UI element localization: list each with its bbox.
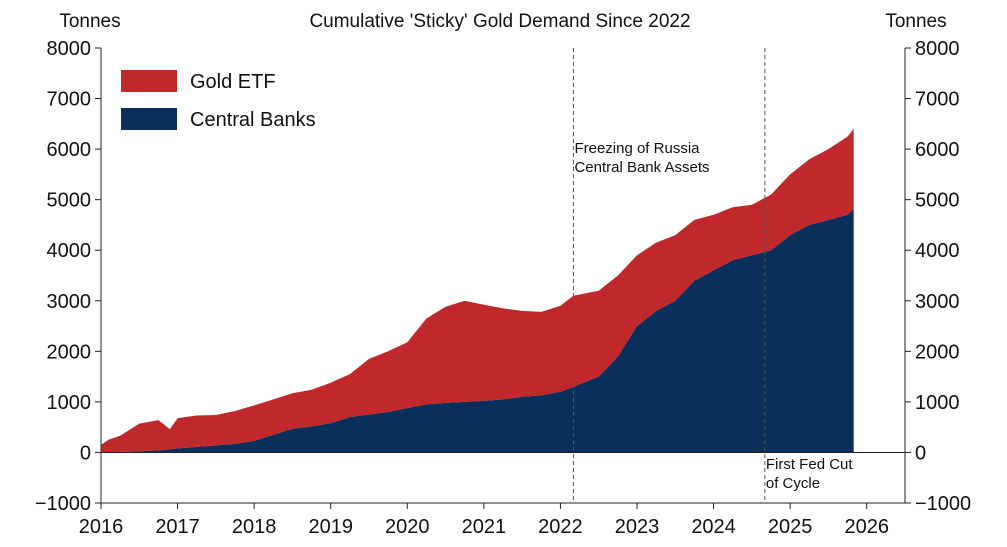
y-tick-label-right: 3000 xyxy=(915,291,960,313)
x-tick-label: 2025 xyxy=(768,516,813,538)
legend-swatch-central-banks xyxy=(121,108,177,130)
y-tick-label-left: 4000 xyxy=(47,240,92,262)
chart-title: Cumulative 'Sticky' Gold Demand Since 20… xyxy=(309,11,690,32)
x-tick-label: 2024 xyxy=(691,516,736,538)
y-tick-label-right: 2000 xyxy=(915,341,960,363)
event-label: First Fed Cut xyxy=(766,456,854,473)
x-tick-label: 2021 xyxy=(462,516,507,538)
area-gold-etf xyxy=(101,128,854,453)
area-layer xyxy=(101,128,854,453)
y-unit-right: Tonnes xyxy=(885,11,946,32)
x-tick-label: 2018 xyxy=(232,516,277,538)
legend-label-central-banks: Central Banks xyxy=(190,109,316,131)
y-tick-label-left: 1000 xyxy=(47,392,92,414)
event-label: Central Bank Assets xyxy=(574,159,709,176)
y-tick-label-right: −1000 xyxy=(915,493,971,515)
axis-layer: −1000 −1000 0 0 1000 1000 2000 2000 3000 3000 4000… xyxy=(35,38,971,538)
event-layer: Freezing of Russia Central Bank Assets Fir… xyxy=(572,48,854,503)
y-tick-label-right: 5000 xyxy=(915,190,960,212)
y-tick-label-left: 6000 xyxy=(47,139,92,161)
y-tick-label-right: 4000 xyxy=(915,240,960,262)
x-tick-label: 2023 xyxy=(615,516,660,538)
y-tick-label-left: 3000 xyxy=(47,291,92,313)
area-central-banks xyxy=(101,208,854,453)
y-tick-label-right: 1000 xyxy=(915,392,960,414)
x-tick-label: 2020 xyxy=(385,516,430,538)
y-tick-label-left: 0 xyxy=(80,442,91,464)
y-tick-label-right: 6000 xyxy=(915,139,960,161)
event-label: of Cycle xyxy=(766,475,820,492)
x-tick-label: 2019 xyxy=(308,516,353,538)
legend: Gold ETF Central Banks xyxy=(121,70,316,131)
x-tick-label: 2026 xyxy=(844,516,889,538)
x-tick-label: 2017 xyxy=(155,516,200,538)
y-tick-label-left: 7000 xyxy=(47,89,92,111)
y-tick-label-left: −1000 xyxy=(35,493,91,515)
y-tick-label-left: 2000 xyxy=(47,341,92,363)
y-tick-label-right: 8000 xyxy=(915,38,960,60)
y-tick-label-left: 5000 xyxy=(47,190,92,212)
y-tick-label-right: 0 xyxy=(915,442,926,464)
y-tick-label-left: 8000 xyxy=(47,38,92,60)
event-label: Freezing of Russia xyxy=(574,140,700,157)
x-tick-label: 2016 xyxy=(79,516,124,538)
x-tick-label: 2022 xyxy=(538,516,583,538)
y-tick-label-right: 7000 xyxy=(915,89,960,111)
legend-label-gold-etf: Gold ETF xyxy=(190,71,276,93)
legend-swatch-gold-etf xyxy=(121,70,177,92)
y-unit-left: Tonnes xyxy=(59,11,120,32)
